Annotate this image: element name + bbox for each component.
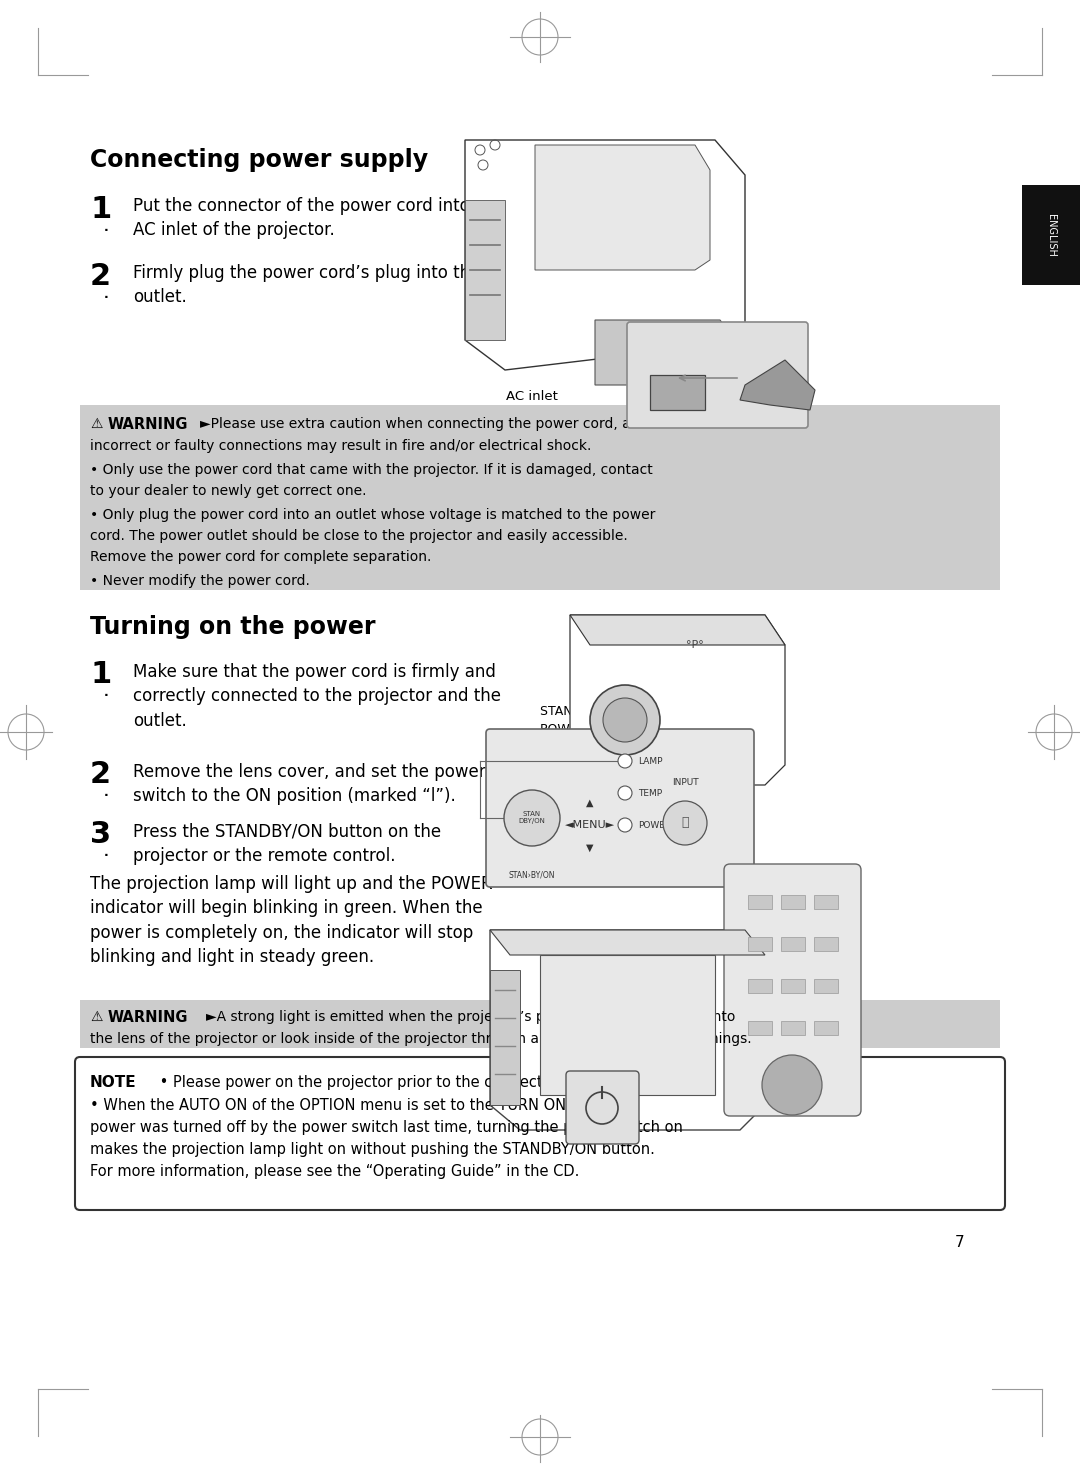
Text: LAMP: LAMP (638, 757, 662, 766)
Bar (748, 1020, 772, 1035)
Text: STAN
DBY/ON: STAN DBY/ON (518, 811, 545, 824)
Text: 1: 1 (90, 660, 111, 690)
Text: ⚠: ⚠ (90, 1010, 103, 1023)
Bar (781, 1020, 805, 1035)
Polygon shape (465, 141, 745, 370)
Text: Press the STANDBY/ON button on the
projector or the remote control.: Press the STANDBY/ON button on the proje… (133, 823, 441, 865)
Polygon shape (490, 930, 765, 1130)
Text: ⏻: ⏻ (681, 817, 689, 830)
FancyBboxPatch shape (627, 322, 808, 427)
Text: 7: 7 (955, 1236, 964, 1250)
FancyBboxPatch shape (486, 729, 754, 887)
Circle shape (762, 1056, 822, 1116)
Text: WARNING: WARNING (108, 1010, 189, 1025)
Bar (814, 979, 838, 993)
Text: Connecting power supply: Connecting power supply (90, 148, 428, 171)
Bar (540, 955, 715, 1095)
Text: For more information, please see the “Operating Guide” in the CD.: For more information, please see the “Op… (90, 1164, 579, 1179)
Text: ▼: ▼ (586, 843, 594, 854)
Bar (781, 895, 805, 909)
Text: 2: 2 (90, 262, 111, 291)
FancyBboxPatch shape (724, 864, 861, 1116)
Text: .: . (104, 846, 109, 859)
Text: 2: 2 (90, 760, 111, 789)
Polygon shape (490, 930, 765, 955)
Text: STAN›BY/ON: STAN›BY/ON (509, 871, 555, 880)
Bar (781, 937, 805, 952)
Text: ⚠: ⚠ (90, 417, 103, 430)
Text: Make sure that the power cord is firmly and
correctly connected to the projector: Make sure that the power cord is firmly … (133, 663, 501, 729)
Text: • Only plug the power cord into an outlet whose voltage is matched to the power: • Only plug the power cord into an outle… (90, 508, 656, 523)
Text: Power switch: Power switch (577, 971, 663, 982)
Text: 3: 3 (90, 820, 111, 849)
Circle shape (663, 801, 707, 845)
Text: • Please power on the projector prior to the connected devices.: • Please power on the projector prior to… (156, 1075, 626, 1091)
FancyBboxPatch shape (566, 1072, 639, 1143)
Circle shape (618, 818, 632, 832)
Text: Turning on the power: Turning on the power (90, 615, 376, 638)
Text: ►A strong light is emitted when the projector’s power is on. Do not look into: ►A strong light is emitted when the proj… (206, 1010, 735, 1023)
Text: • Never modify the power cord.: • Never modify the power cord. (90, 574, 310, 589)
Polygon shape (595, 321, 735, 385)
FancyBboxPatch shape (75, 1057, 1005, 1211)
Text: the lens of the projector or look inside of the projector through any of the pro: the lens of the projector or look inside… (90, 1032, 752, 1045)
Bar (814, 895, 838, 909)
Text: • When the AUTO ON of the OPTION menu is set to the TURN ON, and the: • When the AUTO ON of the OPTION menu is… (90, 1098, 632, 1113)
Bar (80, 1000, 1000, 1048)
Text: TEMP: TEMP (638, 789, 662, 798)
Text: • Only use the power cord that came with the projector. If it is damaged, contac: • Only use the power cord that came with… (90, 463, 652, 477)
Text: cord. The power outlet should be close to the projector and easily accessible.: cord. The power outlet should be close t… (90, 529, 627, 543)
Text: POWER indicator: POWER indicator (540, 723, 646, 736)
Polygon shape (570, 615, 785, 785)
Bar (748, 937, 772, 952)
Circle shape (603, 698, 647, 742)
Text: 1: 1 (90, 195, 111, 224)
Circle shape (618, 786, 632, 799)
Circle shape (504, 791, 561, 846)
Bar (814, 1020, 838, 1035)
Polygon shape (490, 971, 519, 1105)
Text: POWER: POWER (638, 820, 671, 830)
Circle shape (590, 685, 660, 755)
Text: power was turned off by the power switch last time, turning the power switch on: power was turned off by the power switch… (90, 1120, 683, 1135)
Text: .: . (104, 786, 109, 799)
Bar (650, 375, 705, 410)
Text: makes the projection lamp light on without pushing the STANDBY/ON button.: makes the projection lamp light on witho… (90, 1142, 654, 1157)
Text: incorrect or faulty connections may result in fire and/or electrical shock.: incorrect or faulty connections may resu… (90, 439, 592, 452)
Bar (80, 406, 1000, 590)
Circle shape (618, 754, 632, 769)
Bar (1022, 184, 1080, 285)
Text: ENGLISH: ENGLISH (1047, 214, 1056, 256)
Text: Remove the power cord for complete separation.: Remove the power cord for complete separ… (90, 550, 431, 564)
Polygon shape (465, 201, 505, 340)
Text: ◄MENU►: ◄MENU► (565, 820, 616, 830)
Text: to your dealer to newly get correct one.: to your dealer to newly get correct one. (90, 485, 366, 498)
Polygon shape (535, 145, 710, 269)
Text: .: . (104, 221, 109, 234)
Text: NOTE: NOTE (90, 1075, 137, 1091)
Text: Firmly plug the power cord’s plug into the
outlet.: Firmly plug the power cord’s plug into t… (133, 264, 481, 306)
Text: ►Please use extra caution when connecting the power cord, as: ►Please use extra caution when connectin… (200, 417, 638, 430)
Text: °P°: °P° (686, 640, 704, 650)
Text: WARNING: WARNING (108, 417, 189, 432)
Bar (748, 895, 772, 909)
Bar (781, 979, 805, 993)
Text: INPUT: INPUT (672, 777, 699, 788)
Text: STANDBY/ON button: STANDBY/ON button (540, 706, 666, 717)
Text: The projection lamp will light up and the POWER
indicator will begin blinking in: The projection lamp will light up and th… (90, 875, 492, 966)
Text: Remove the lens cover, and set the power
switch to the ON position (marked “l”).: Remove the lens cover, and set the power… (133, 763, 486, 805)
Text: Power cord: Power cord (653, 389, 727, 403)
Text: .: . (104, 288, 109, 302)
Bar (748, 979, 772, 993)
Polygon shape (740, 360, 815, 410)
Text: ▲: ▲ (586, 798, 594, 808)
Text: .: . (104, 687, 109, 698)
Text: Put the connector of the power cord into the
AC inlet of the projector.: Put the connector of the power cord into… (133, 198, 502, 239)
Polygon shape (570, 615, 785, 646)
Text: AC inlet: AC inlet (507, 389, 558, 403)
Bar (814, 937, 838, 952)
